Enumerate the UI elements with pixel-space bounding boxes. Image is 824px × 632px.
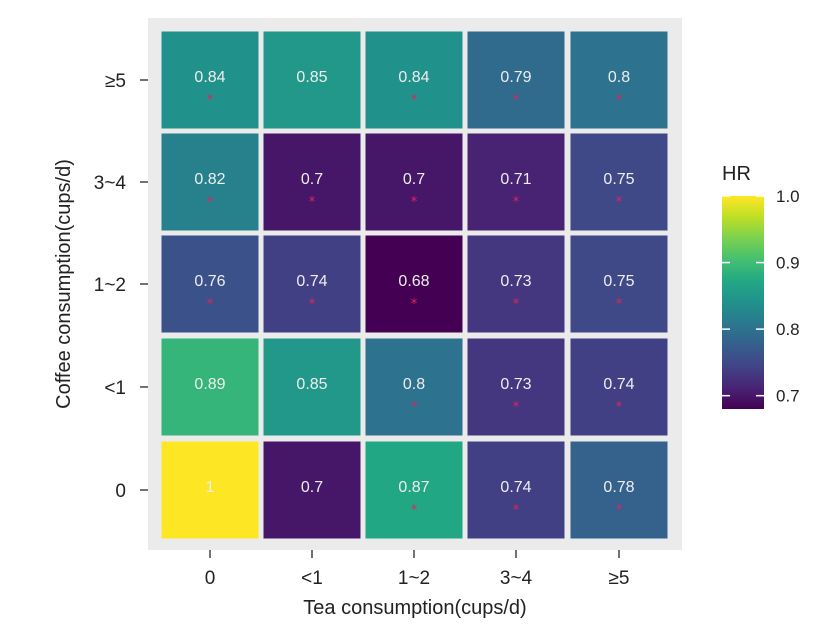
y-tick-label: 0	[115, 481, 126, 502]
heatmap-cell	[467, 338, 565, 436]
significance-marker: *	[309, 297, 316, 312]
cell-value-label: 0.79	[500, 69, 531, 86]
cell-value-label: 0.82	[194, 171, 225, 188]
x-axis-title: Tea consumption(cups/d)	[303, 597, 526, 619]
cell-value-label: 0.73	[500, 376, 531, 393]
legend-title: HR	[722, 163, 751, 185]
cell-value-label: 0.85	[296, 69, 327, 86]
heatmap-cell	[570, 31, 668, 129]
x-tick-label: 1~2	[398, 568, 430, 589]
significance-marker: *	[411, 93, 418, 108]
cell-value-label: 0.7	[301, 479, 323, 496]
significance-marker: *	[616, 503, 623, 518]
x-tick-label: 3~4	[500, 568, 533, 589]
x-tick-label: 0	[205, 568, 216, 589]
cell-value-label: 0.84	[398, 69, 429, 86]
heatmap-cell	[263, 441, 361, 539]
cell-value-label: 0.89	[194, 376, 225, 393]
cell-value-label: 0.8	[403, 376, 425, 393]
significance-marker: *	[411, 195, 418, 210]
x-axis-ticks: 0 <1 1~2 3~4 ≥5	[205, 550, 630, 589]
heatmap-cell	[161, 31, 259, 129]
cell-value-label: 0.75	[603, 273, 634, 290]
heatmap-cell	[570, 441, 668, 539]
heatmap-cell	[365, 31, 463, 129]
cell-value-label: 0.75	[603, 171, 634, 188]
significance-marker: *	[513, 93, 520, 108]
significance-marker: *	[513, 400, 520, 415]
cell-value-label: 0.87	[398, 479, 429, 496]
legend-ticks: 1.0 0.9 0.8 0.7	[722, 187, 800, 406]
heatmap-cell	[161, 338, 259, 436]
heatmap-cell	[161, 441, 259, 539]
cell-value-label: 0.73	[500, 273, 531, 290]
significance-marker: *	[513, 195, 520, 210]
y-tick-label: <1	[104, 378, 126, 399]
heatmap-cell	[365, 133, 463, 231]
cell-value-label: 1	[206, 479, 215, 496]
significance-marker: *	[411, 503, 418, 518]
legend-colorbar	[722, 196, 764, 409]
cell-value-label: 0.84	[194, 69, 225, 86]
heatmap-cell	[263, 338, 361, 436]
heatmap-cell	[467, 31, 565, 129]
significance-marker: *	[616, 195, 623, 210]
cell-value-label: 0.74	[500, 479, 531, 496]
y-axis-title: Coffee consumption(cups/d)	[53, 159, 75, 409]
cell-value-label: 0.76	[194, 273, 225, 290]
cell-value-label: 0.74	[603, 376, 634, 393]
legend-tick-label: 1.0	[776, 187, 800, 206]
heatmap-cell	[365, 441, 463, 539]
color-legend: HR 1.0 0.9 0.8 0.7	[722, 163, 800, 409]
heatmap-cell	[263, 235, 361, 333]
significance-marker: *	[207, 297, 214, 312]
significance-marker: *	[309, 195, 316, 210]
significance-marker: *	[616, 93, 623, 108]
y-tick-label: 1~2	[94, 275, 126, 296]
heatmap-cell	[161, 235, 259, 333]
cell-value-label: 0.78	[603, 479, 634, 496]
heatmap-cell	[263, 133, 361, 231]
y-axis-ticks: ≥5 3~4 1~2 <1 0	[94, 71, 148, 502]
significance-marker: *	[513, 503, 520, 518]
x-tick-label: <1	[301, 568, 323, 589]
cell-value-label: 0.85	[296, 376, 327, 393]
significance-marker: *	[616, 400, 623, 415]
cell-value-label: 0.8	[608, 69, 630, 86]
heatmap-cell	[570, 338, 668, 436]
cell-value-label: 0.7	[301, 171, 323, 188]
y-tick-label: ≥5	[105, 71, 126, 92]
heatmap-cell	[467, 235, 565, 333]
cell-value-label: 0.7	[403, 171, 425, 188]
heatmap-cells: 0.84*0.85 0.84*0.79*0.8*0.82*0.7*0.7*0.71…	[161, 31, 668, 539]
legend-tick-label: 0.7	[776, 387, 800, 406]
cell-value-label: 0.71	[500, 171, 531, 188]
legend-tick-label: 0.8	[776, 320, 800, 339]
cell-value-label: 0.68	[398, 273, 429, 290]
heatmap-cell	[570, 235, 668, 333]
heatmap-cell	[365, 338, 463, 436]
significance-marker: *	[411, 400, 418, 415]
heatmap-cell	[263, 31, 361, 129]
significance-marker: *	[513, 297, 520, 312]
heatmap-cell	[467, 133, 565, 231]
significance-marker: *	[207, 93, 214, 108]
significance-marker: *	[616, 297, 623, 312]
y-tick-label: 3~4	[94, 173, 127, 194]
heatmap-cell	[467, 441, 565, 539]
cell-value-label: 0.74	[296, 273, 327, 290]
legend-tick-label: 0.9	[776, 254, 800, 273]
heatmap-cell	[365, 235, 463, 333]
x-tick-label: ≥5	[609, 568, 630, 589]
heatmap-cell	[570, 133, 668, 231]
significance-marker: *	[411, 297, 418, 312]
heatmap-cell	[161, 133, 259, 231]
significance-marker: *	[207, 195, 214, 210]
